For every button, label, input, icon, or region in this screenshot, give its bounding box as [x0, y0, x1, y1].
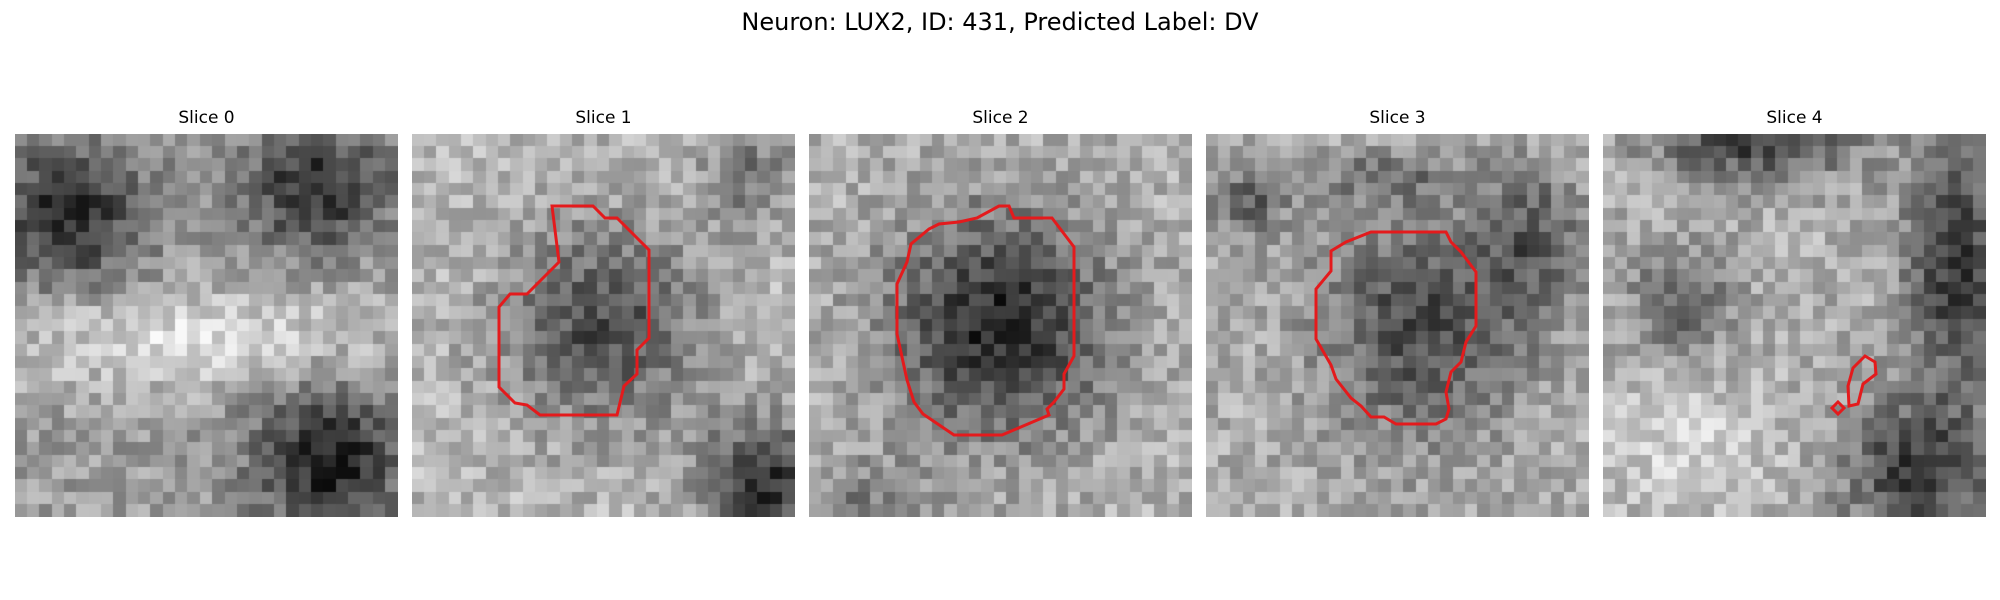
neuron-contour	[1846, 354, 1878, 408]
slice-title: Slice 3	[1369, 108, 1426, 128]
slice-image	[1206, 134, 1589, 517]
figure-title: Neuron: LUX2, ID: 431, Predicted Label: …	[741, 8, 1259, 36]
neuron-contour	[1314, 230, 1478, 426]
neuron-contour-small	[1829, 399, 1847, 417]
slice-title: Slice 0	[178, 108, 235, 128]
slice-title: Slice 4	[1766, 108, 1823, 128]
slice-image	[1603, 134, 1986, 517]
contour-overlay	[1314, 230, 1478, 426]
neuron-contour	[497, 204, 651, 417]
contour-overlay	[895, 204, 1076, 437]
slice-title: Slice 2	[972, 108, 1029, 128]
slice-title: Slice 1	[575, 108, 632, 128]
slice-image	[412, 134, 795, 517]
contour-overlay	[1829, 354, 1878, 417]
neuron-contour	[895, 204, 1076, 437]
slice-image	[809, 134, 1192, 517]
contour-overlay	[497, 204, 651, 417]
slice-image	[15, 134, 398, 517]
